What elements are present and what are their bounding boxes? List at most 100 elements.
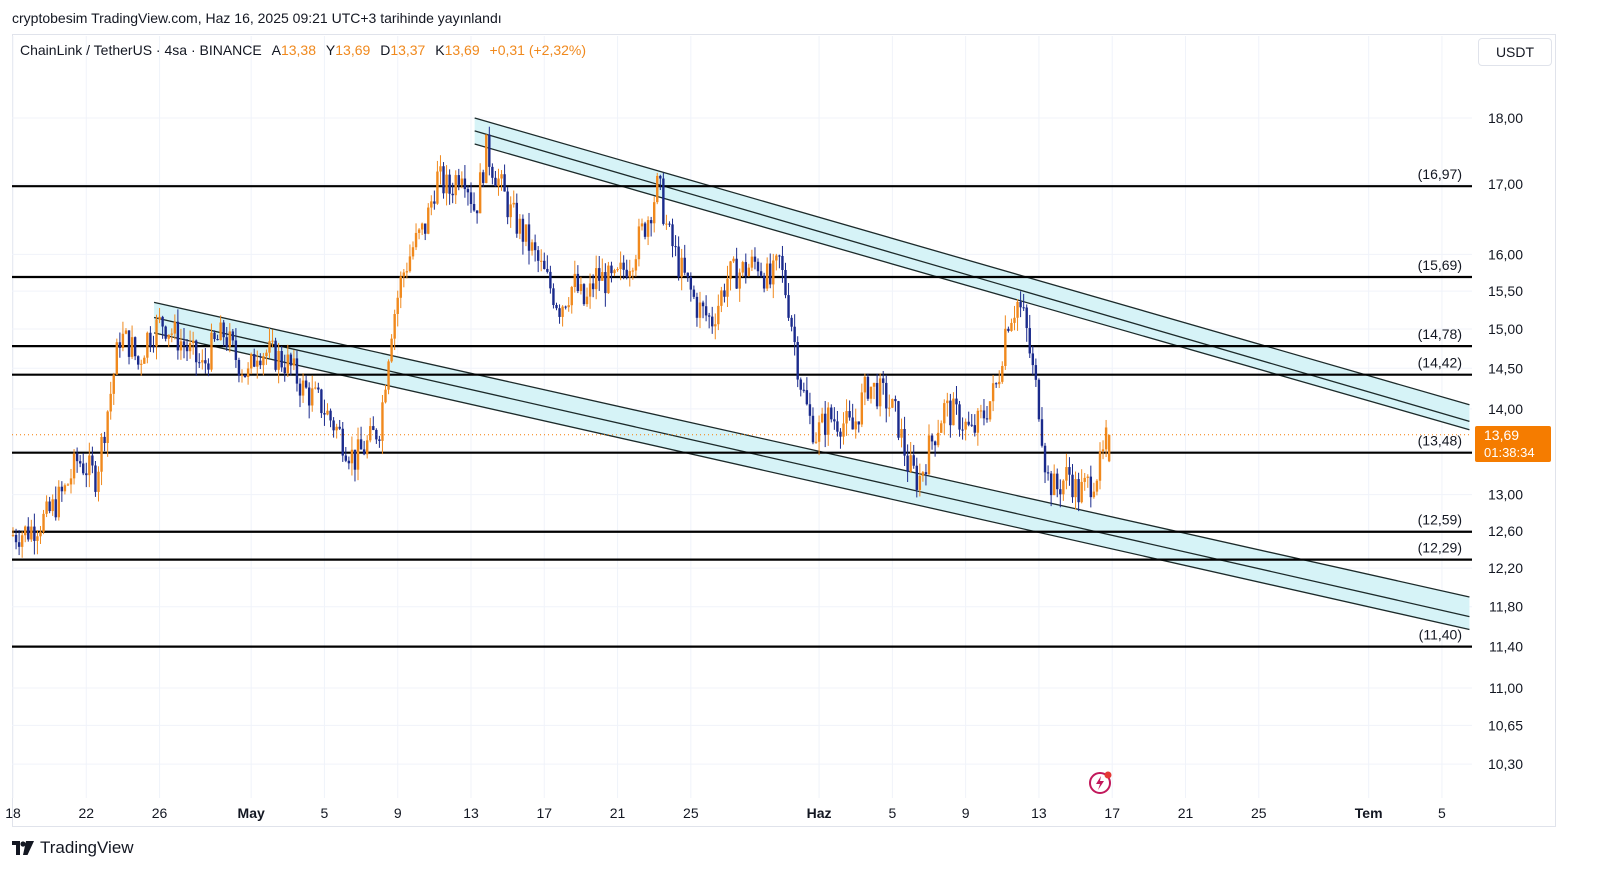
candle-body	[33, 526, 36, 541]
candle-body	[1101, 449, 1105, 452]
candle-body	[878, 378, 882, 407]
level-layer: (16,97) (15,69) (14,78) (14,42) (13,48) (12,5…	[12, 166, 1472, 648]
x-tick-label: 25	[1251, 805, 1267, 821]
candle-body	[335, 426, 338, 431]
candle-body	[833, 419, 836, 422]
candle-body	[711, 316, 714, 327]
candle-body	[472, 204, 476, 211]
candle-body	[314, 387, 317, 389]
candle-body	[762, 275, 766, 289]
candle-body	[735, 258, 738, 289]
candle-body	[494, 177, 497, 187]
candle-body	[237, 359, 241, 376]
candle-body	[286, 354, 289, 374]
lightning-icon[interactable]	[1088, 770, 1114, 801]
candle-body	[607, 265, 610, 294]
candle-body	[518, 218, 522, 234]
candle-body	[985, 418, 989, 420]
candle-body	[799, 379, 802, 390]
candle-body	[823, 413, 827, 435]
candle-body	[91, 455, 94, 466]
x-tick-label: 17	[536, 805, 552, 821]
candle-body	[359, 439, 363, 450]
candle-body	[289, 354, 293, 366]
candle-body	[271, 340, 274, 342]
tradingview-logo[interactable]: TradingView	[12, 838, 134, 858]
candle-body	[915, 465, 918, 490]
candle-layer	[11, 126, 1111, 558]
candle-body	[191, 340, 195, 344]
candle-body	[1007, 328, 1010, 331]
bar-countdown: 01:38:34	[1484, 445, 1535, 460]
candle-body	[686, 272, 689, 278]
candle-body	[610, 265, 613, 274]
last-price-tag: 13,69 01:38:34	[1475, 426, 1551, 462]
candle-body	[1040, 419, 1044, 446]
candle-body	[1077, 479, 1080, 503]
candle-body	[176, 321, 180, 351]
candle-body	[179, 341, 183, 351]
x-tick-label: 17	[1104, 805, 1120, 821]
symbol-name[interactable]: ChainLink / TetherUS · 4sa · BINANCE	[20, 42, 262, 58]
candle-body	[854, 421, 857, 430]
candle-body	[149, 332, 152, 347]
candle-body	[466, 189, 470, 193]
candle-body	[653, 202, 656, 224]
candle-body	[30, 526, 33, 540]
candle-body	[646, 220, 650, 237]
candle-body	[640, 223, 644, 227]
candle-body	[991, 383, 995, 402]
candle-body	[408, 256, 412, 272]
high-label: Y	[325, 42, 336, 58]
candle-body	[714, 324, 717, 327]
candle-body	[1046, 472, 1050, 474]
candle-body	[1016, 301, 1019, 318]
candle-body	[827, 407, 830, 435]
candle-body	[265, 352, 268, 357]
candle-body	[634, 259, 638, 271]
candle-body	[643, 223, 647, 237]
candle-body	[256, 360, 259, 367]
candle-body	[195, 340, 198, 363]
candle-body	[756, 261, 760, 272]
candle-body	[527, 224, 531, 251]
candle-body	[347, 460, 351, 464]
candle-body	[307, 387, 311, 406]
candle-body	[784, 270, 787, 296]
axis-layer: 18,0017,0016,0015,5015,0014,5014,0013,50…	[5, 110, 1523, 821]
candle-body	[1062, 480, 1065, 495]
candle-body	[219, 322, 222, 341]
candle-body	[543, 260, 546, 269]
candle-body	[503, 174, 506, 192]
candle-body	[998, 381, 1001, 385]
candle-body	[701, 302, 705, 307]
candle-body	[729, 261, 732, 279]
candle-body	[677, 246, 680, 277]
candle-body	[317, 387, 320, 390]
upper-descending-channel-fill	[474, 118, 1470, 430]
candle-body	[1037, 379, 1041, 420]
candle-body	[726, 278, 729, 297]
candle-body	[1098, 451, 1102, 481]
candle-body	[619, 262, 622, 270]
candle-body	[625, 269, 628, 278]
candle-body	[103, 436, 106, 444]
candle-body	[1001, 365, 1004, 382]
close-value: 13,69	[444, 42, 480, 58]
candle-body	[384, 389, 387, 403]
candle-body	[680, 257, 683, 277]
tradingview-logo-text: TradingView	[40, 838, 134, 857]
level-label: (13,48)	[1418, 433, 1462, 449]
candle-body	[259, 360, 262, 366]
candle-body	[906, 455, 909, 472]
candle-body	[936, 432, 940, 446]
candle-body	[124, 330, 128, 334]
candle-body	[952, 398, 955, 426]
candle-body	[295, 358, 299, 384]
level-label: (15,69)	[1418, 257, 1462, 273]
candle-body	[146, 332, 149, 358]
candle-body	[475, 210, 479, 214]
currency-button[interactable]: USDT	[1478, 38, 1552, 66]
candle-body	[549, 271, 552, 289]
